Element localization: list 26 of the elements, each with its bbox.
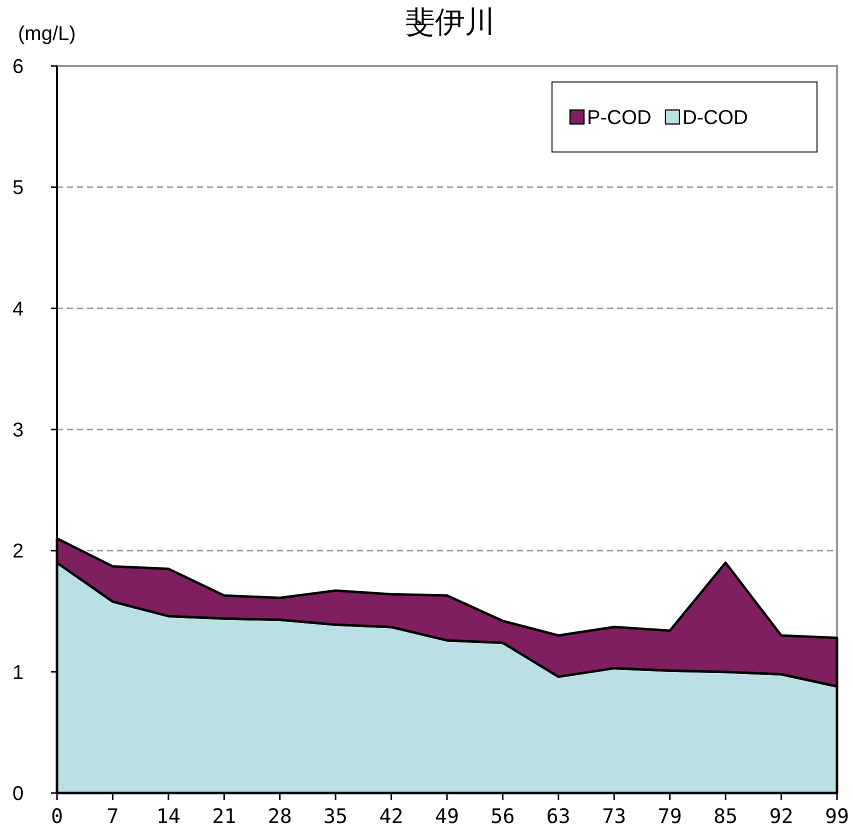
x-tick-label: 79 [658, 804, 682, 828]
x-tick-label: 49 [434, 804, 460, 828]
y-tick-label: 1 [12, 662, 24, 684]
x-tick-label: 92 [769, 804, 794, 828]
x-tick-label: 0 [50, 804, 64, 828]
y-tick-label: 5 [12, 177, 24, 200]
y-tick-label: 6 [12, 56, 24, 78]
x-tick-label: 35 [324, 804, 348, 828]
y-tick-label: 0 [12, 783, 24, 805]
chart-title: 斐伊川 [405, 6, 495, 39]
x-tick-label: 56 [490, 804, 515, 828]
x-tick-label: 42 [379, 804, 404, 828]
x-tick-label: 14 [156, 804, 180, 828]
y-tick-label: 4 [12, 298, 24, 320]
x-tick-label: 63 [546, 804, 570, 828]
y-tick-label: 3 [12, 420, 24, 442]
legend-label: D-COD [682, 107, 748, 129]
x-tick-label: 85 [714, 804, 738, 828]
y-axis-title: (mg/L) [18, 23, 76, 45]
y-tick-label: 2 [12, 540, 24, 563]
legend-label: P-COD [587, 107, 652, 129]
x-tick-label: 21 [212, 804, 236, 828]
x-tick-label: 73 [602, 804, 626, 828]
x-tick-label: 7 [106, 804, 119, 828]
x-tick-label: 99 [824, 804, 850, 828]
x-tick-label: 28 [268, 804, 292, 828]
